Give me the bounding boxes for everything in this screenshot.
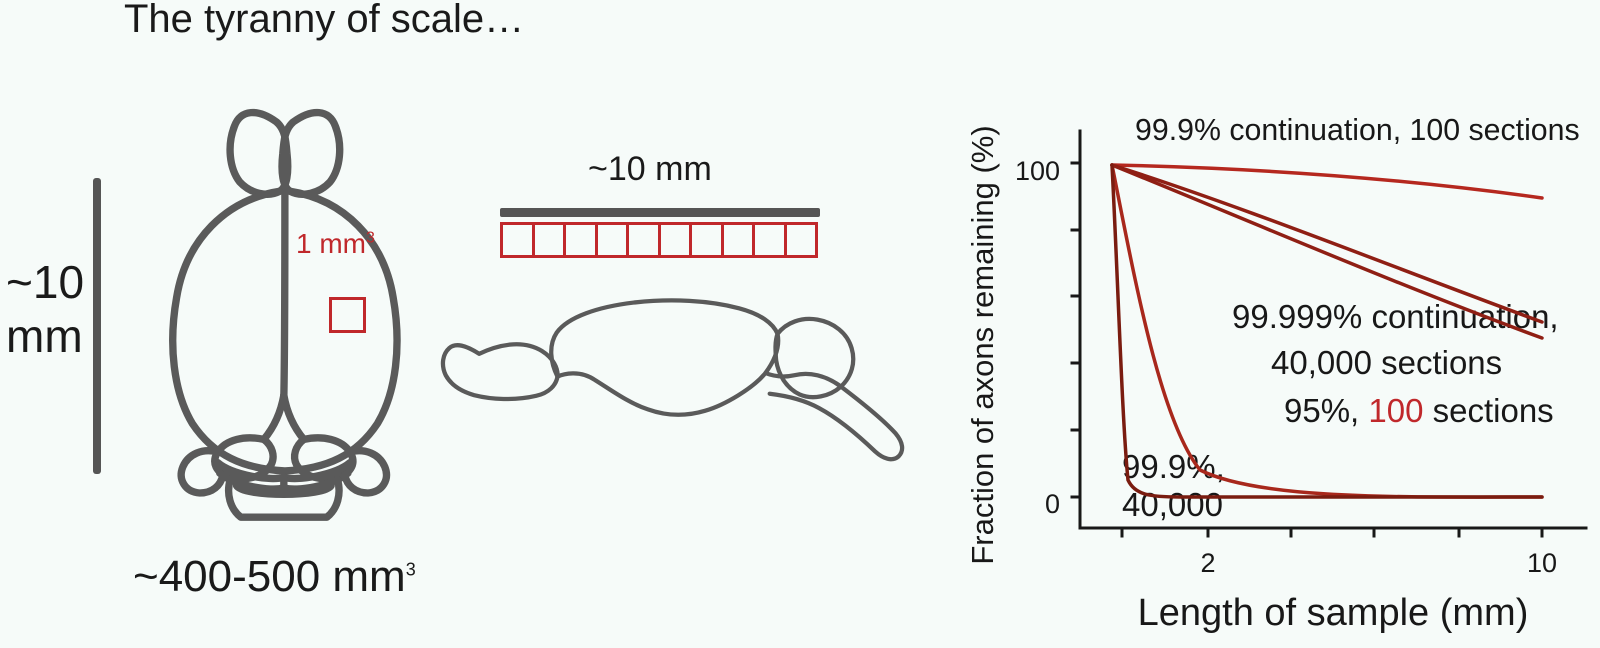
svg-text:99.999% continuation,: 99.999% continuation, [1232, 298, 1559, 335]
svg-text:2: 2 [1200, 548, 1215, 578]
svg-text:Fraction of axons remaining (%: Fraction of axons remaining (%) [965, 125, 1000, 564]
svg-text:99.9%,: 99.9%, [1122, 448, 1225, 485]
svg-text:100: 100 [1015, 156, 1060, 186]
svg-text:95%, 100 sections: 95%, 100 sections [1284, 392, 1554, 429]
svg-text:10: 10 [1527, 548, 1557, 578]
svg-text:99.9% continuation, 100 sectio: 99.9% continuation, 100 sections [1135, 114, 1580, 147]
svg-text:0: 0 [1045, 489, 1060, 519]
svg-text:40,000 sections: 40,000 sections [1271, 344, 1502, 381]
svg-text:Length of sample (mm): Length of sample (mm) [1138, 592, 1529, 634]
